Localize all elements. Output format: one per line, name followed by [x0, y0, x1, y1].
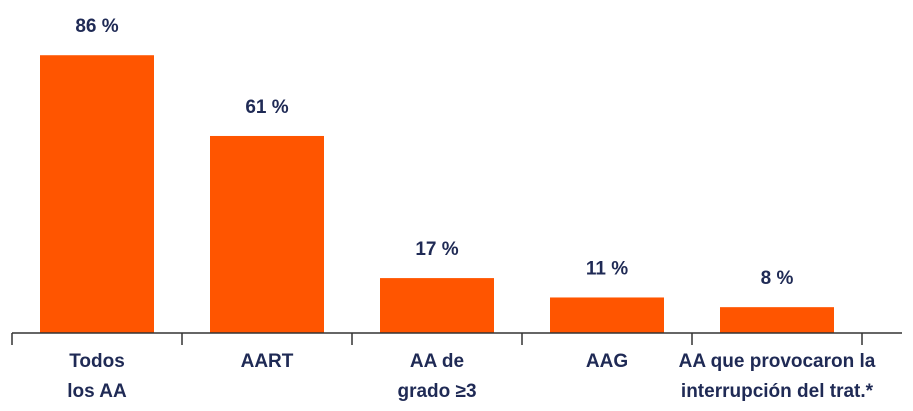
x-tick-label: AART [241, 351, 294, 372]
value-label: 61 % [245, 97, 288, 118]
value-label: 17 % [415, 239, 458, 260]
x-tick-label: grado ≥3 [397, 381, 476, 402]
x-tick-label: AA de [410, 351, 464, 372]
bar [720, 307, 834, 333]
x-tick-label: los AA [67, 381, 127, 402]
x-tick-label: AA que provocaron la [679, 351, 876, 372]
x-tick-label: AAG [586, 351, 628, 372]
value-label: 11 % [586, 258, 628, 279]
bar [40, 55, 154, 333]
bar [380, 278, 494, 333]
bar [210, 135, 324, 333]
x-tick-label: Todos [69, 351, 125, 372]
bar [550, 297, 664, 333]
x-tick-label: interrupción del trat.* [681, 381, 874, 402]
value-label: 8 % [761, 268, 794, 289]
value-label: 86 % [75, 16, 118, 37]
